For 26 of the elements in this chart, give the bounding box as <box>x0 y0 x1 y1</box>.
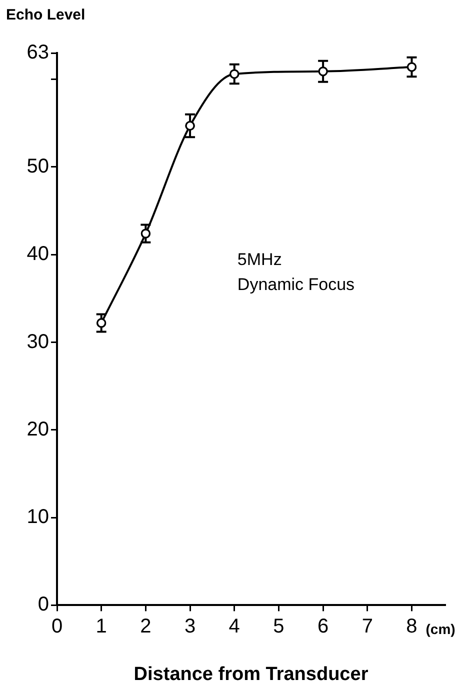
x-tick-label: 2 <box>140 616 152 638</box>
x-tick-label: 5 <box>273 616 284 638</box>
x-tick-label: 8 <box>406 616 418 638</box>
x-tick-label: 4 <box>228 616 240 638</box>
text: (cm) <box>426 621 456 638</box>
point <box>406 62 417 72</box>
annotation: 5MHz Dynamic Focus <box>237 250 355 294</box>
y-tick-label: 0 <box>38 594 49 616</box>
x-tick-label: 0 <box>51 616 63 638</box>
y-tick-label: 30 <box>26 330 49 353</box>
point <box>318 66 328 76</box>
y-tick-label: 63 <box>26 42 49 64</box>
y-tick-label: 20 <box>26 418 49 440</box>
x-tick-label: 3 <box>184 616 196 638</box>
point <box>185 120 195 131</box>
x-tick-label: 1 <box>96 616 107 638</box>
y-axis-title: Echo Level <box>6 6 86 24</box>
point <box>96 318 106 328</box>
x-tick-label: 7 <box>362 616 373 638</box>
x-axis-title: Distance from Transducer <box>134 664 369 685</box>
point <box>140 228 150 238</box>
point <box>230 69 240 79</box>
y-tick-label: 40 <box>26 243 49 266</box>
y-tick-label: 10 <box>26 506 49 528</box>
y-tick-label: 50 <box>26 155 49 178</box>
x-tick-label: 6 <box>317 616 329 638</box>
